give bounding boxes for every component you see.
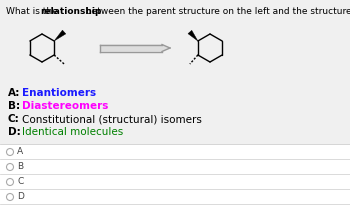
Text: C:: C: xyxy=(8,114,20,124)
Text: Diastereomers: Diastereomers xyxy=(22,101,108,111)
Text: What is the: What is the xyxy=(6,7,61,16)
Text: Identical molecules: Identical molecules xyxy=(22,127,123,137)
Text: D:: D: xyxy=(8,127,21,137)
Text: B:: B: xyxy=(8,101,20,111)
Text: A: A xyxy=(17,147,23,156)
Bar xyxy=(0,145,350,219)
Text: Constitutional (structural) isomers: Constitutional (structural) isomers xyxy=(22,114,202,124)
Text: Enantiomers: Enantiomers xyxy=(22,88,96,98)
Text: A:: A: xyxy=(8,88,20,98)
Polygon shape xyxy=(188,30,198,41)
Text: C: C xyxy=(17,177,23,186)
Text: D: D xyxy=(17,192,24,201)
Polygon shape xyxy=(54,30,66,41)
Text: between the parent structure on the left and the structure on the right?: between the parent structure on the left… xyxy=(83,7,350,16)
Text: B: B xyxy=(17,162,23,171)
Polygon shape xyxy=(100,44,170,51)
Text: relationship: relationship xyxy=(40,7,102,16)
